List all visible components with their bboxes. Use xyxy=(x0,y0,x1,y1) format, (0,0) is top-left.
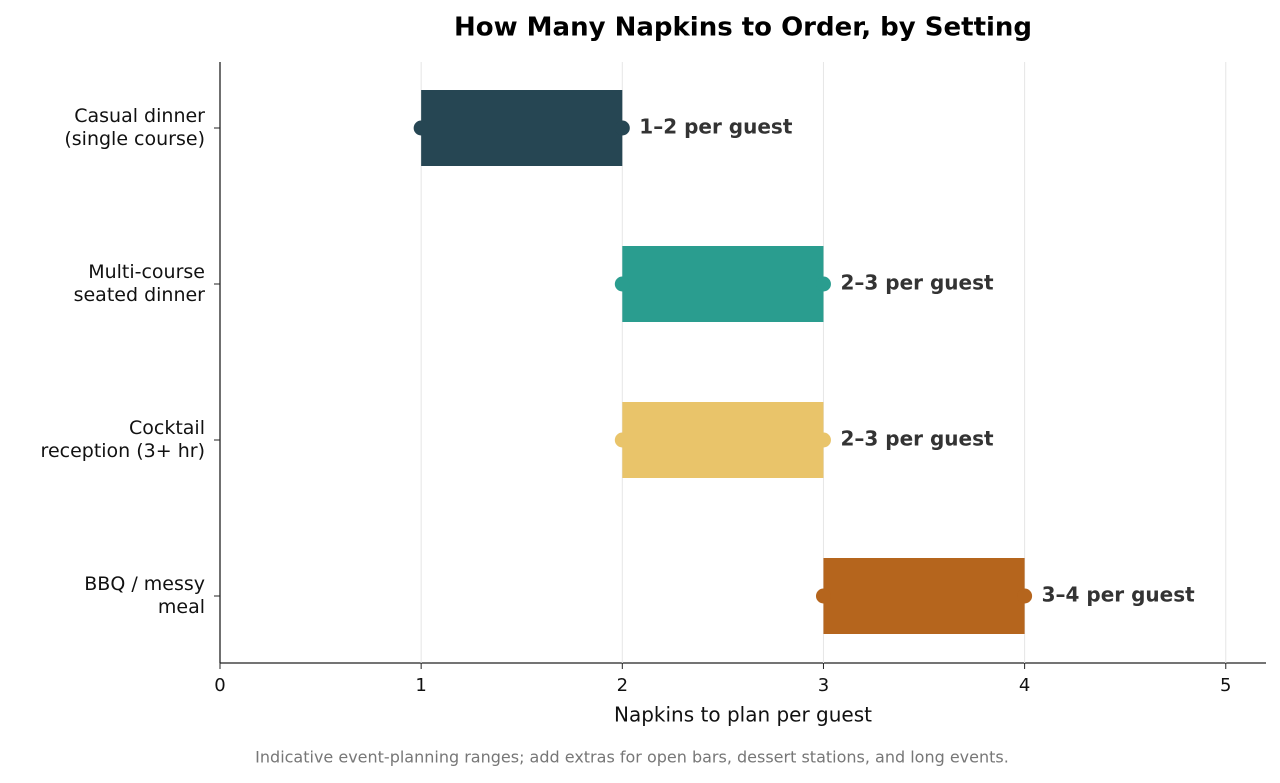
value-label: 3–4 per guest xyxy=(1042,583,1196,607)
value-label: 2–3 per guest xyxy=(840,427,994,451)
high-dot xyxy=(815,432,831,448)
high-dot xyxy=(815,276,831,292)
footnote: Indicative event-planning ranges; add ex… xyxy=(255,748,1009,767)
y-tick-label: Multi-course seated dinner xyxy=(73,261,205,306)
high-dot xyxy=(1017,588,1033,604)
x-tick-label: 5 xyxy=(1220,675,1231,696)
low-dot xyxy=(413,120,429,136)
x-tick-label: 2 xyxy=(617,675,628,696)
y-tick-label: BBQ / messy meal xyxy=(84,573,205,618)
x-tick-label: 1 xyxy=(415,675,426,696)
range-bar xyxy=(622,402,824,478)
range-bar xyxy=(823,558,1025,634)
high-dot xyxy=(614,120,630,136)
chart-title: How Many Napkins to Order, by Setting xyxy=(454,13,1032,43)
x-axis-label: Napkins to plan per guest xyxy=(614,703,872,727)
x-tick-label: 3 xyxy=(818,675,829,696)
y-tick-label: Cocktail reception (3+ hr) xyxy=(40,417,205,462)
low-dot xyxy=(815,588,831,604)
low-dot xyxy=(614,432,630,448)
value-label: 1–2 per guest xyxy=(639,115,793,139)
x-tick-label: 4 xyxy=(1019,675,1030,696)
low-dot xyxy=(614,276,630,292)
range-bar xyxy=(622,246,824,322)
value-label: 2–3 per guest xyxy=(840,271,994,295)
y-tick-label: Casual dinner (single course) xyxy=(64,105,205,150)
range-bar xyxy=(421,90,623,166)
x-tick-label: 0 xyxy=(214,675,225,696)
